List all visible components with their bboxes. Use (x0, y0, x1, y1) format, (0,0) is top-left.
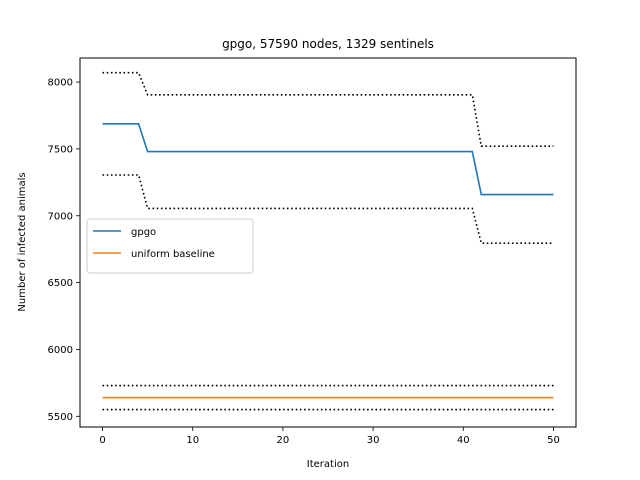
y-tick-label: 5500 (48, 412, 73, 423)
x-tick-label: 20 (277, 435, 290, 446)
y-tick-label: 7500 (48, 144, 73, 155)
y-axis: 5500 6000 6500 7000 7500 8000 (48, 78, 80, 423)
x-tick-label: 30 (367, 435, 380, 446)
legend-label-1: gpgo (131, 227, 156, 238)
series-line-1 (102, 123, 554, 196)
x-tick-label: 40 (457, 435, 470, 446)
legend-box (86, 218, 254, 274)
y-tick-label: 6500 (48, 278, 73, 289)
plot-frame (79, 57, 577, 428)
legend-label-2: uniform baseline (131, 249, 215, 260)
x-tick-label: 10 (186, 435, 199, 446)
x-axis: 0 10 20 30 40 50 (99, 427, 560, 446)
chart-title: gpgo, 57590 nodes, 1329 sentinels (222, 37, 434, 51)
confidence-band-line-2 (102, 174, 554, 244)
x-axis-label: Iteration (307, 459, 349, 470)
legend: gpgo uniform baseline (86, 218, 254, 274)
y-axis-label: Number of infected animals (17, 172, 28, 311)
x-tick-label: 0 (99, 435, 105, 446)
confidence-band-line-1 (102, 71, 554, 147)
y-tick-label: 6000 (48, 345, 73, 356)
x-tick-label: 50 (547, 435, 560, 446)
plot-area (102, 71, 554, 411)
y-tick-label: 8000 (48, 78, 73, 89)
y-tick-label: 7000 (48, 211, 73, 222)
